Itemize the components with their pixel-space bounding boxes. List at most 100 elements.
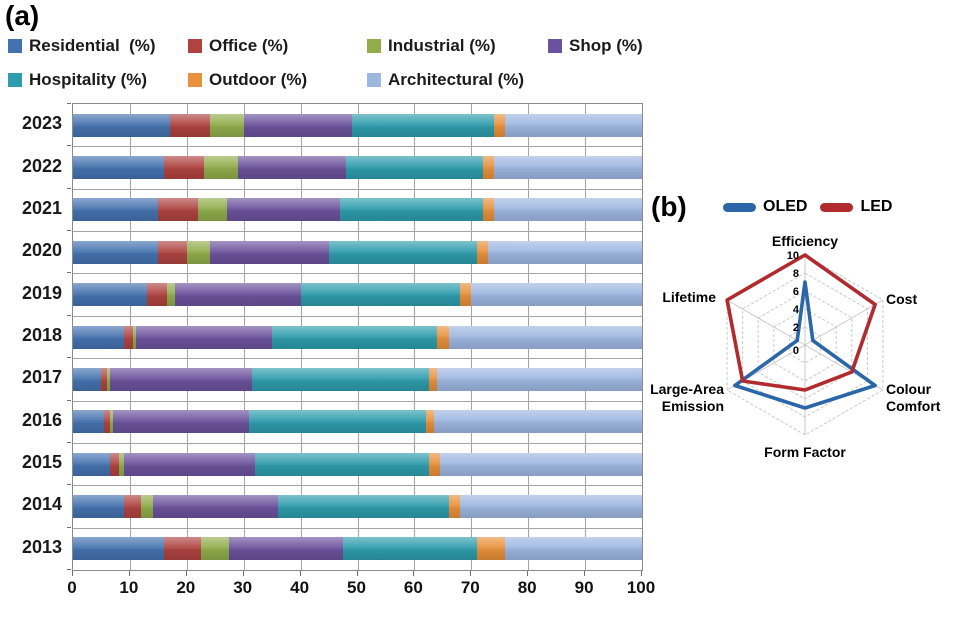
bar-segment-hospitality-2016 (249, 410, 426, 434)
y-axis-tick-5 (67, 314, 71, 316)
year-label-2013: 2013 (21, 536, 62, 557)
gridline-h-3 (73, 231, 642, 233)
gridline-h-9 (73, 485, 642, 487)
year-label-2021: 2021 (21, 197, 62, 218)
bar-row-2017 (73, 367, 642, 391)
radar-tick-label-10: 10 (787, 250, 799, 262)
year-label-2018: 2018 (21, 325, 62, 345)
bar-segment-office-2023 (169, 113, 210, 137)
x-axis-label-70: 70 (460, 578, 480, 597)
radar-axis-label-efficiency: Efficiency (771, 233, 839, 249)
x-axis-tick-60 (413, 571, 415, 576)
bar-segment-office-2015 (109, 452, 119, 476)
bar-segment-hospitality-2017 (252, 367, 429, 391)
bar-segment-residential-2021 (73, 198, 159, 222)
year-label-2015: 2015 (21, 452, 62, 473)
bar-segment-outdoor-2019 (459, 283, 472, 307)
gridline-h-7 (73, 400, 642, 402)
bar-segment-outdoor-2022 (482, 156, 495, 180)
legend-item-industrial: Industrial (%) (367, 36, 496, 55)
legend-label-shop: Shop (%) (569, 36, 643, 55)
x-axis-label-90: 90 (574, 578, 594, 597)
radar-tick-label-6: 6 (793, 286, 799, 298)
year-label-2016: 2016 (21, 409, 62, 430)
legend-item-office: Office (%) (188, 36, 288, 55)
radar-axis-label-colour-comfort: Colour Comfort (886, 381, 941, 414)
panel-a-label: (a) (5, 0, 40, 31)
x-axis-tick-50 (356, 571, 358, 576)
gridline-h-10 (73, 527, 642, 529)
bar-segment-hospitality-2020 (329, 240, 477, 264)
legend-label-architectural: Architectural (%) (388, 70, 525, 89)
radar-axis-label-form-factor: Form Factor (764, 444, 846, 460)
bar-segment-office-2016 (104, 410, 110, 434)
legend-panel-b: OLED LED (723, 198, 898, 216)
y-axis-tick-0 (67, 103, 71, 104)
year-label-2017: 2017 (21, 367, 62, 388)
radar-tick-label-2: 2 (793, 322, 799, 334)
x-axis-tick-40 (299, 571, 301, 576)
x-axis-tick-10 (128, 571, 130, 576)
legend-label-hospitality: Hospitality (%) (29, 70, 148, 89)
x-axis-tick-100 (641, 571, 642, 576)
legend-label-industrial: Industrial (%) (388, 36, 496, 55)
bar-row-2014 (73, 494, 642, 518)
y-axis-tick-8 (67, 441, 71, 443)
radar-axis-label-lifetime: Lifetime (662, 289, 716, 305)
legend-item-outdoor: Outdoor (%) (188, 70, 307, 89)
bar-segment-architectural-2018 (448, 325, 642, 349)
x-axis-label-10: 10 (119, 578, 139, 597)
bar-segment-hospitality-2018 (272, 325, 438, 349)
bar-segment-architectural-2020 (488, 240, 642, 264)
bar-segment-residential-2015 (73, 452, 110, 476)
bar-segment-office-2022 (164, 156, 204, 180)
radar-axis-label-large-area-emission: Large-Area Emission (650, 381, 724, 414)
y-axis-tick-10 (67, 526, 71, 528)
bar-segment-industrial-2016 (109, 410, 113, 434)
legend-item-shop: Shop (%) (548, 36, 643, 55)
year-label-2023: 2023 (21, 113, 62, 134)
bar-segment-outdoor-2018 (437, 325, 449, 349)
bar-segment-shop-2019 (175, 283, 301, 307)
bar-segment-shop-2018 (135, 325, 273, 349)
stacked-bar-plot (72, 103, 643, 571)
x-axis-tick-80 (527, 571, 529, 576)
radar-spoke-cost (804, 299, 884, 346)
x-axis-tick-20 (185, 571, 187, 576)
x-axis-label-100: 100 (626, 578, 656, 597)
bar-segment-residential-2013 (73, 537, 165, 561)
bar-segment-industrial-2023 (209, 113, 244, 137)
bar-segment-residential-2016 (73, 410, 105, 434)
gridline-h-6 (73, 358, 642, 360)
radar-tick-label-4: 4 (793, 304, 800, 316)
y-axis-tick-9 (67, 484, 71, 486)
bar-row-2015 (73, 452, 642, 476)
bar-segment-residential-2018 (73, 325, 125, 349)
bar-segment-office-2018 (124, 325, 133, 349)
bar-row-2023 (73, 113, 642, 137)
legend-swatch-oled (723, 202, 756, 212)
bar-segment-outdoor-2016 (425, 410, 435, 434)
x-axis-tick-0 (72, 571, 73, 576)
bar-row-2018 (73, 325, 642, 349)
bar-segment-shop-2017 (109, 367, 253, 391)
x-axis-label-0: 0 (67, 578, 77, 597)
bar-segment-office-2014 (124, 494, 142, 518)
y-axis-tick-4 (67, 272, 71, 274)
x-axis-tick-90 (584, 571, 586, 576)
bar-segment-architectural-2014 (459, 494, 642, 518)
legend-item-architectural: Architectural (%) (367, 70, 525, 89)
legend-swatch-office (188, 39, 202, 53)
bar-segment-hospitality-2022 (346, 156, 483, 180)
radar-series-led (725, 253, 877, 392)
bar-segment-shop-2020 (209, 240, 330, 264)
bar-segment-architectural-2013 (505, 537, 642, 561)
gridline-h-8 (73, 442, 642, 444)
radar-spoke-lifetime (726, 299, 806, 346)
bar-segment-industrial-2018 (132, 325, 136, 349)
legend-label-led: LED (860, 198, 893, 215)
bar-segment-industrial-2021 (198, 198, 227, 222)
x-axis-label-20: 20 (176, 578, 196, 597)
bar-segment-residential-2020 (73, 240, 159, 264)
